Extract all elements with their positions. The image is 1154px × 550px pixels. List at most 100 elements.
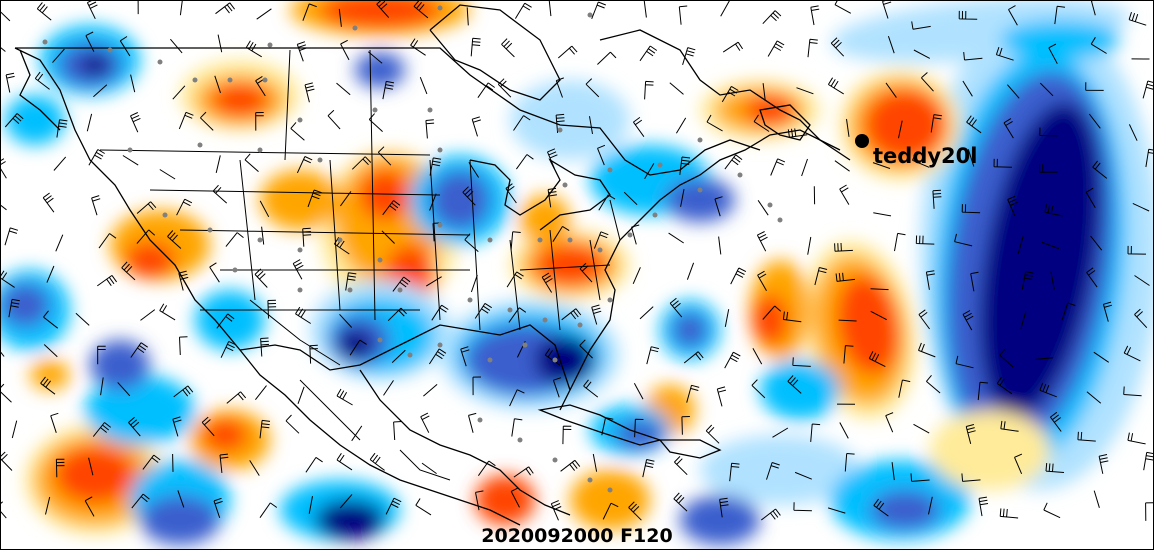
wind-barb-icon (958, 10, 978, 20)
wind-barb-icon (510, 231, 521, 250)
wind-barb-icon (1003, 118, 1014, 139)
wind-barb-icon (85, 31, 95, 52)
anomaly-contour (672, 312, 708, 348)
wind-barb-icon (345, 272, 357, 291)
station-dot (577, 322, 583, 328)
wind-barb-icon (382, 80, 395, 100)
wind-barb-icon (894, 232, 906, 252)
station-dot (487, 237, 493, 243)
wind-barb-icon (472, 376, 482, 396)
wind-barb-icon (254, 268, 268, 288)
wind-barb-icon (912, 152, 930, 168)
station-dot (552, 457, 558, 463)
station-dot (377, 337, 383, 343)
wind-barb-icon (597, 51, 617, 65)
wind-barb-icon (1128, 124, 1138, 141)
station-dot (192, 77, 198, 83)
wind-barb-icon (98, 233, 117, 249)
wind-barb-icon (1145, 148, 1153, 168)
wind-barb-icon (782, 311, 802, 323)
wind-barb-icon (506, 271, 524, 288)
wind-barb-icon (509, 389, 525, 407)
wind-barb-icon (368, 113, 383, 132)
wind-barb-icon (1000, 420, 1019, 432)
wind-barb-icon (1077, 431, 1096, 442)
station-dots (42, 5, 783, 493)
wind-barb-icon (873, 498, 889, 517)
wind-barb-icon (1, 270, 15, 288)
wind-barb-icon (36, 2, 52, 21)
wind-barb-icon (43, 344, 58, 358)
wind-barb-icon (583, 379, 599, 398)
anomaly-contour (510, 80, 630, 160)
wind-barb-icon (1039, 127, 1058, 137)
wind-barb-icon (680, 189, 685, 207)
anomaly-contour (535, 335, 595, 385)
station-dot (467, 297, 473, 303)
wind-barb-icon (296, 156, 313, 174)
wind-barb-icon (410, 38, 426, 56)
wind-barb-icon (834, 242, 853, 252)
wind-barb-icon (128, 416, 141, 437)
wind-barb-icon (336, 82, 351, 96)
wind-barb-icon (307, 189, 322, 208)
station-dot (607, 167, 613, 173)
wind-barb-icon (555, 77, 564, 98)
station-dot (127, 147, 133, 153)
wind-barb-icon (632, 267, 641, 284)
wind-barb-icon (1039, 164, 1058, 173)
wind-barb-icon (377, 146, 392, 166)
wind-barb-icon (548, 1, 552, 17)
wind-barb-icon (201, 416, 215, 437)
wind-barb-icon (1014, 453, 1023, 474)
wind-barb-icon (340, 39, 350, 61)
wind-barb-icon (259, 200, 270, 218)
wind-barb-icon (762, 305, 782, 320)
station-dot (427, 107, 433, 113)
station-dot (267, 42, 273, 48)
wind-barb-icon (172, 85, 186, 100)
wind-barb-icon (887, 35, 895, 54)
anomaly-contour (1000, 20, 1120, 60)
wind-barb-icon (336, 453, 353, 471)
wind-barb-icon (88, 457, 94, 476)
wind-barb-icon (259, 502, 278, 518)
wind-barb-icon (644, 163, 655, 180)
wind-barb-icon (541, 272, 553, 293)
wind-barb-icon (382, 200, 401, 216)
wind-barb-icon (1090, 37, 1107, 54)
west-coastline (14, 47, 521, 526)
wind-barb-icon (792, 357, 811, 367)
wind-barb-icon (1007, 84, 1020, 99)
wind-barb-icon (967, 149, 975, 167)
wind-barb-icon (220, 340, 237, 358)
anomaly-contour (475, 475, 535, 525)
wind-barb-icon (1, 383, 12, 403)
gulf-coastline (239, 129, 841, 411)
wind-barb-icon (898, 379, 911, 398)
wind-barb-icon (333, 237, 350, 255)
wind-barb-icon (159, 303, 176, 321)
wind-barb-icon (1043, 502, 1061, 519)
wind-barb-icon (213, 497, 223, 519)
wind-barb-icon (93, 84, 108, 98)
wind-barb-icon (724, 351, 741, 369)
anomaly-contour (55, 447, 135, 503)
wind-barb-icon (730, 267, 747, 285)
station-dot (197, 142, 203, 148)
wind-barb-icon (679, 156, 691, 175)
wind-barb-icon (602, 502, 619, 520)
wind-barb-icon (130, 112, 141, 133)
wind-barb-icon (249, 460, 260, 476)
wind-barb-icon (1123, 386, 1142, 397)
wind-barb-icon (245, 40, 262, 58)
wind-barb-icon (1, 351, 5, 357)
wind-barb-icon (501, 38, 515, 58)
wind-barb-icon (415, 498, 432, 516)
wind-barb-icon (477, 82, 495, 98)
wind-barb-icon (209, 262, 220, 283)
anomaly-contour (260, 170, 340, 230)
wind-barb-icon (1102, 301, 1113, 322)
wind-barb-icon (787, 375, 802, 394)
wind-barb-icon (560, 459, 581, 472)
